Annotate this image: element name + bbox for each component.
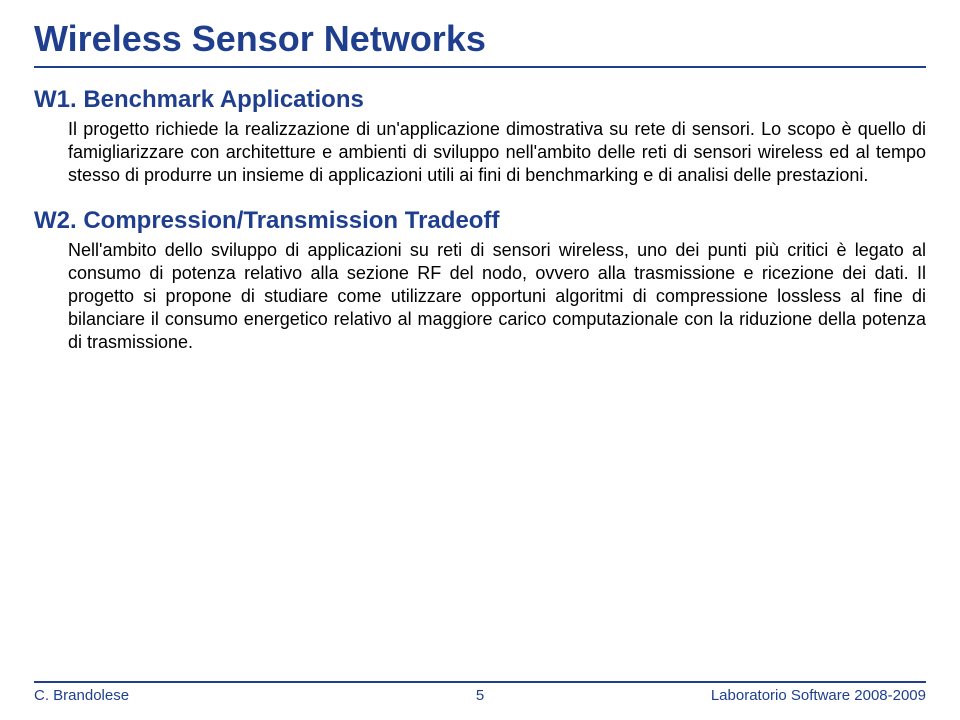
title-rule bbox=[34, 66, 926, 68]
footer: C. Brandolese 5 Laboratorio Software 200… bbox=[0, 681, 960, 704]
section-1-body: Il progetto richiede la realizzazione di… bbox=[34, 118, 926, 187]
footer-page-number: 5 bbox=[476, 687, 484, 704]
footer-author: C. Brandolese bbox=[34, 687, 476, 704]
footer-course: Laboratorio Software 2008-2009 bbox=[484, 687, 926, 704]
section-2-body: Nell'ambito dello sviluppo di applicazio… bbox=[34, 239, 926, 354]
page-title: Wireless Sensor Networks bbox=[34, 18, 926, 60]
footer-row: C. Brandolese 5 Laboratorio Software 200… bbox=[34, 687, 926, 704]
section-2-heading: W2. Compression/Transmission Tradeoff bbox=[34, 207, 926, 235]
section-1-heading: W1. Benchmark Applications bbox=[34, 86, 926, 114]
section-1: W1. Benchmark Applications Il progetto r… bbox=[34, 86, 926, 187]
footer-rule bbox=[34, 681, 926, 683]
section-2: W2. Compression/Transmission Tradeoff Ne… bbox=[34, 207, 926, 354]
slide: Wireless Sensor Networks W1. Benchmark A… bbox=[0, 0, 960, 720]
